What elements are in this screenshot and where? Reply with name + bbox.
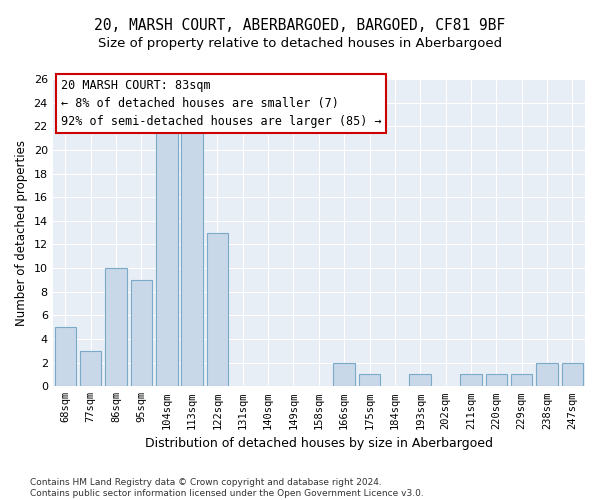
Bar (460, 374, 482, 386)
Bar (562, 362, 583, 386)
Bar (536, 362, 558, 386)
Text: Contains HM Land Registry data © Crown copyright and database right 2024.
Contai: Contains HM Land Registry data © Crown c… (30, 478, 424, 498)
Text: 20 MARSH COURT: 83sqm
← 8% of detached houses are smaller (7)
92% of semi-detach: 20 MARSH COURT: 83sqm ← 8% of detached h… (61, 79, 381, 128)
Bar (105, 268, 127, 386)
X-axis label: Distribution of detached houses by size in Aberbargoed: Distribution of detached houses by size … (145, 437, 493, 450)
Y-axis label: Number of detached properties: Number of detached properties (15, 140, 28, 326)
Bar (55, 327, 76, 386)
Bar (206, 232, 228, 386)
Bar (334, 362, 355, 386)
Bar (511, 374, 532, 386)
Bar (131, 280, 152, 386)
Bar (485, 374, 507, 386)
Bar (181, 126, 203, 386)
Text: 20, MARSH COURT, ABERBARGOED, BARGOED, CF81 9BF: 20, MARSH COURT, ABERBARGOED, BARGOED, C… (94, 18, 506, 32)
Bar (359, 374, 380, 386)
Bar (80, 351, 101, 386)
Text: Size of property relative to detached houses in Aberbargoed: Size of property relative to detached ho… (98, 38, 502, 51)
Bar (409, 374, 431, 386)
Bar (156, 126, 178, 386)
